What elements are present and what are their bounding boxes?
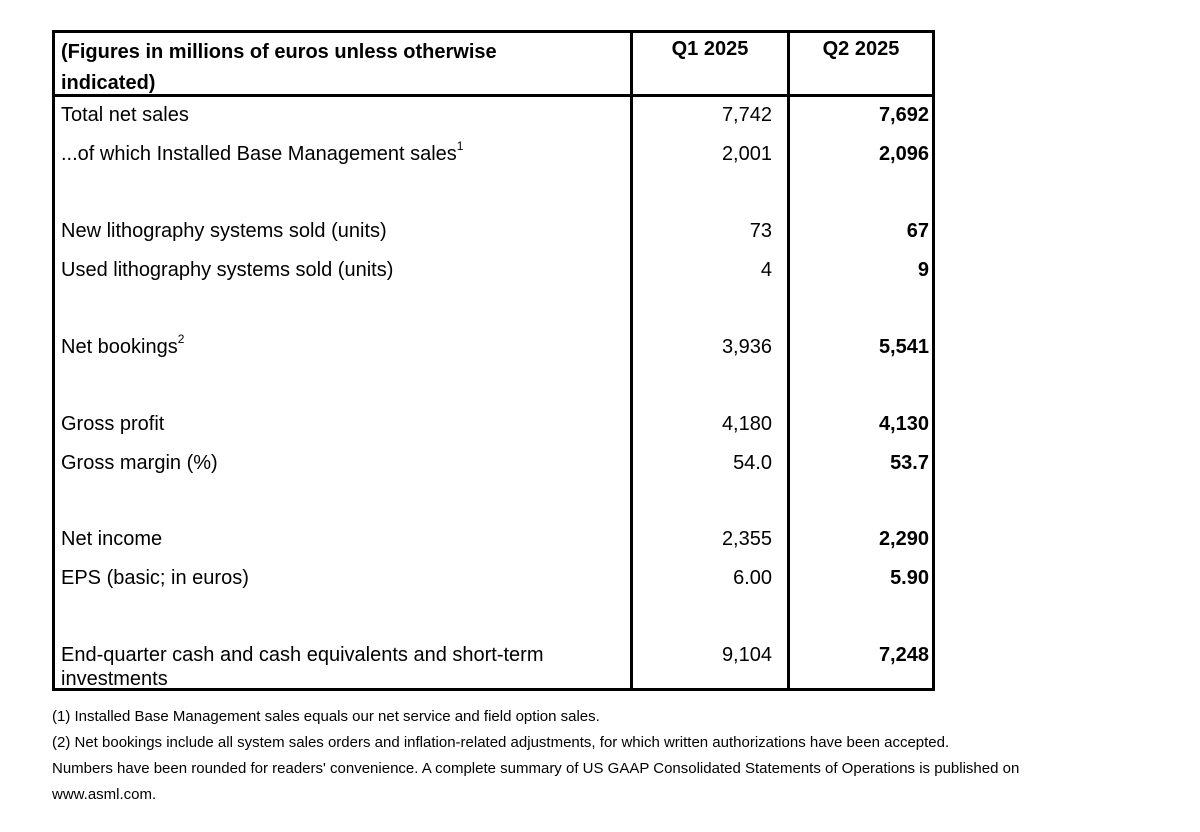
- row-label-gross-profit: Gross profit: [61, 413, 165, 435]
- row-q1-used-lithography-systems: 4: [760, 259, 772, 281]
- row-label-installed-base-management-sales: ...of which Installed Base Management sa…: [61, 139, 464, 165]
- row-q2-net-bookings: 5,541: [878, 336, 929, 358]
- rounding-note: Numbers have been rounded for readers' c…: [52, 760, 1020, 777]
- row-label-end-quarter-cash: End-quarter cash and cash equivalents an…: [61, 644, 544, 690]
- row-q1-total-net-sales: 7,742: [721, 104, 772, 126]
- row-label-gross-margin: Gross margin (%): [61, 452, 218, 474]
- footnote-ref: 1: [456, 139, 464, 154]
- row-label-eps: EPS (basic; in euros): [61, 567, 249, 589]
- header-divider: [55, 94, 932, 97]
- footnote-2: (2) Net bookings include all system sale…: [52, 734, 950, 751]
- row-q1-new-lithography-systems: 73: [749, 220, 772, 242]
- row-q2-installed-base-management-sales: 2,096: [878, 143, 929, 165]
- row-q1-net-bookings: 3,936: [721, 336, 772, 358]
- row-q2-used-lithography-systems: 9: [917, 259, 929, 281]
- row-q1-end-quarter-cash: 9,104: [721, 644, 772, 666]
- footnotes: (1) Installed Base Management sales equa…: [52, 704, 1200, 808]
- row-q1-eps: 6.00: [733, 567, 772, 589]
- row-label-net-income: Net income: [61, 528, 163, 550]
- row-label-new-lithography-systems: New lithography systems sold (units): [61, 220, 387, 242]
- row-q2-gross-margin: 53.7: [890, 452, 929, 474]
- row-q2-end-quarter-cash: 7,248: [878, 644, 929, 666]
- footnote-1: (1) Installed Base Management sales equa…: [52, 708, 600, 725]
- row-q1-gross-margin: 54.0: [733, 452, 772, 474]
- column-divider: [787, 33, 790, 688]
- row-q1-net-income: 2,355: [721, 528, 772, 550]
- header-description: (Figures in millions of euros unless oth…: [61, 41, 497, 94]
- website-reference: www.asml.com.: [52, 786, 157, 803]
- row-q2-total-net-sales: 7,692: [878, 104, 929, 126]
- row-q2-eps: 5.90: [890, 567, 929, 589]
- column-divider: [630, 33, 633, 688]
- row-label-used-lithography-systems: Used lithography systems sold (units): [61, 259, 394, 281]
- row-q1-installed-base-management-sales: 2,001: [721, 143, 772, 165]
- row-q2-net-income: 2,290: [878, 528, 929, 550]
- row-q2-gross-profit: 4,130: [878, 413, 929, 435]
- row-q2-new-lithography-systems: 67: [906, 220, 929, 242]
- header-q1-2025: Q1 2025: [671, 38, 749, 60]
- row-label-total-net-sales: Total net sales: [61, 104, 189, 126]
- row-label-net-bookings: Net bookings2: [61, 332, 185, 358]
- footnote-ref: 2: [177, 332, 185, 347]
- row-q1-gross-profit: 4,180: [721, 413, 772, 435]
- financial-summary-table: (Figures in millions of euros unless oth…: [52, 30, 935, 691]
- header-q2-2025: Q2 2025: [822, 38, 900, 60]
